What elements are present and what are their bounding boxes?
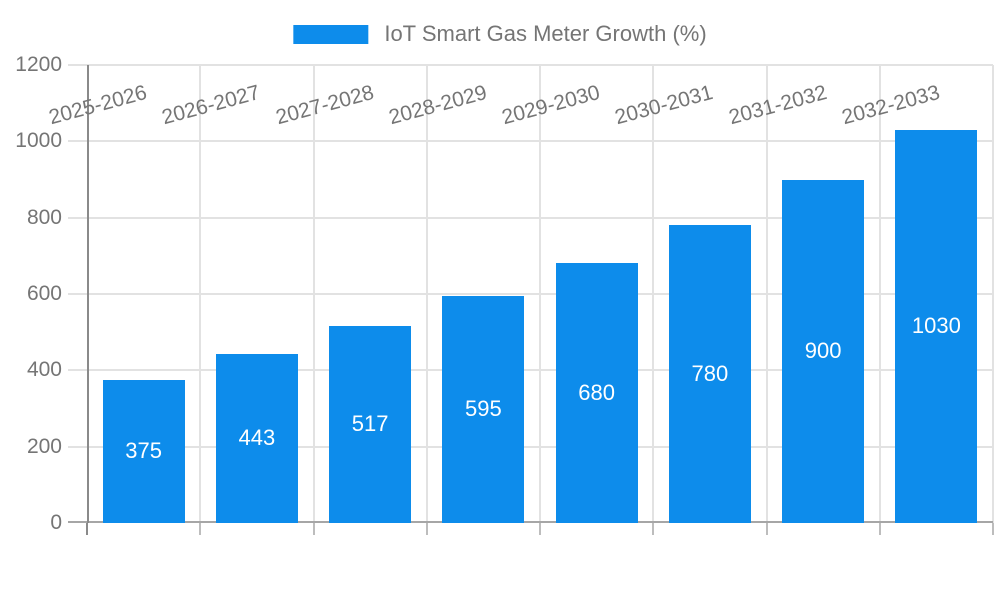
gridline-horizontal (68, 293, 993, 295)
y-tick-label: 800 (26, 205, 62, 229)
gridline-horizontal (68, 369, 993, 372)
gridline-vertical (425, 65, 428, 523)
gridline-vertical (878, 65, 881, 523)
gridline-vertical (539, 65, 541, 523)
x-axis-tick (539, 523, 541, 535)
bar-value-label: 375 (125, 438, 162, 464)
x-axis-tick (86, 523, 88, 535)
gridline-vertical (652, 65, 655, 523)
bar[interactable]: 900 (782, 179, 865, 523)
bar-value-label: 443 (238, 425, 276, 451)
gridline-vertical (312, 65, 315, 523)
bar[interactable]: 1030 (895, 129, 978, 523)
bar-value-label: 595 (465, 396, 502, 422)
gridline-horizontal (68, 216, 993, 219)
gridline-vertical (199, 65, 202, 523)
bar[interactable]: 375 (102, 379, 185, 523)
x-axis-tick (312, 523, 315, 535)
y-tick-label: 400 (26, 358, 62, 382)
gridline-vertical (765, 65, 768, 523)
y-tick-label: 600 (26, 282, 62, 305)
x-axis-tick (425, 523, 428, 535)
bar[interactable]: 443 (215, 353, 298, 523)
x-tick-label: 2027-2028 (273, 81, 377, 130)
x-axis-tick (878, 523, 881, 535)
bar-value-label: 1030 (911, 313, 961, 339)
gridline-vertical (992, 65, 994, 523)
gridline-horizontal (68, 445, 993, 448)
y-axis-line (87, 65, 89, 523)
x-axis-line (68, 521, 993, 523)
y-tick-label: 1000 (15, 129, 62, 153)
x-tick-label: 2025-2026 (46, 81, 150, 130)
gridline-horizontal (68, 140, 993, 143)
y-tick-label: 1200 (15, 53, 62, 76)
x-axis-tick (765, 523, 768, 535)
x-tick-label: 2032-2033 (839, 81, 943, 130)
x-tick-label: 2026-2027 (159, 81, 263, 130)
x-axis-tick (652, 523, 655, 535)
bar[interactable]: 680 (555, 263, 638, 523)
bar[interactable]: 780 (668, 225, 751, 523)
bar-value-label: 900 (804, 338, 842, 364)
x-tick-label: 2029-2030 (499, 81, 603, 130)
bar-value-label: 780 (691, 361, 729, 387)
x-tick-label: 2031-2032 (726, 81, 830, 130)
bar[interactable]: 595 (442, 295, 525, 523)
chart-legend[interactable]: IoT Smart Gas Meter Growth (%) (293, 21, 707, 46)
chart-title: IoT Smart Gas Meter Growth (%) (384, 21, 707, 46)
gridline-horizontal (68, 64, 993, 66)
y-tick-label: 0 (50, 511, 62, 534)
x-tick-label: 2028-2029 (386, 81, 490, 130)
x-axis-tick (992, 523, 994, 535)
x-tick-label: 2030-2031 (612, 81, 716, 130)
bar[interactable]: 517 (329, 325, 412, 523)
bar-value-label: 680 (578, 380, 615, 406)
legend-swatch (293, 24, 369, 44)
x-axis-tick (199, 523, 202, 535)
plot-area: 0 200 400 600 800 1000 1200 375 443 517 595 680 780 9… (15, 53, 994, 535)
bar-value-label: 517 (351, 411, 389, 437)
y-tick-label: 200 (26, 434, 62, 458)
